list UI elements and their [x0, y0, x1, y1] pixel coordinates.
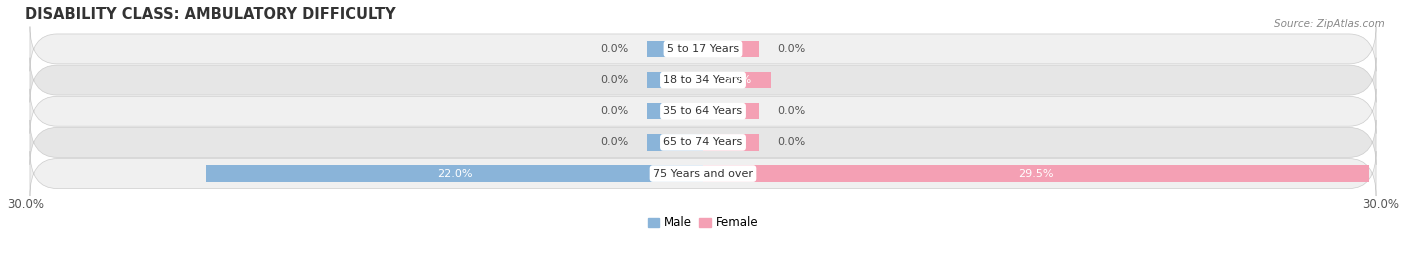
Text: 3.0%: 3.0% [723, 75, 751, 85]
Text: 0.0%: 0.0% [600, 106, 628, 116]
Text: 29.5%: 29.5% [1018, 169, 1054, 179]
Text: 18 to 34 Years: 18 to 34 Years [664, 75, 742, 85]
Text: Source: ZipAtlas.com: Source: ZipAtlas.com [1274, 19, 1385, 29]
Legend: Male, Female: Male, Female [643, 212, 763, 234]
Text: 0.0%: 0.0% [600, 137, 628, 147]
Text: 0.0%: 0.0% [600, 44, 628, 54]
FancyBboxPatch shape [30, 120, 1376, 165]
Text: 0.0%: 0.0% [778, 44, 806, 54]
FancyBboxPatch shape [30, 89, 1376, 134]
Bar [703, 165, 1369, 182]
FancyBboxPatch shape [30, 151, 1376, 196]
Bar [647, 103, 703, 119]
Bar [647, 134, 703, 151]
Text: 75 Years and over: 75 Years and over [652, 169, 754, 179]
Text: 0.0%: 0.0% [778, 106, 806, 116]
Text: 65 to 74 Years: 65 to 74 Years [664, 137, 742, 147]
Text: 5 to 17 Years: 5 to 17 Years [666, 44, 740, 54]
Bar [647, 41, 703, 57]
Text: 22.0%: 22.0% [437, 169, 472, 179]
FancyBboxPatch shape [30, 26, 1376, 71]
Bar [207, 165, 703, 182]
FancyBboxPatch shape [30, 58, 1376, 102]
Bar [703, 103, 759, 119]
Text: 0.0%: 0.0% [600, 75, 628, 85]
Text: 35 to 64 Years: 35 to 64 Years [664, 106, 742, 116]
Bar [703, 41, 759, 57]
Bar [703, 72, 770, 88]
Text: 0.0%: 0.0% [778, 137, 806, 147]
Bar [647, 72, 703, 88]
Text: DISABILITY CLASS: AMBULATORY DIFFICULTY: DISABILITY CLASS: AMBULATORY DIFFICULTY [25, 7, 396, 22]
Bar [703, 134, 759, 151]
